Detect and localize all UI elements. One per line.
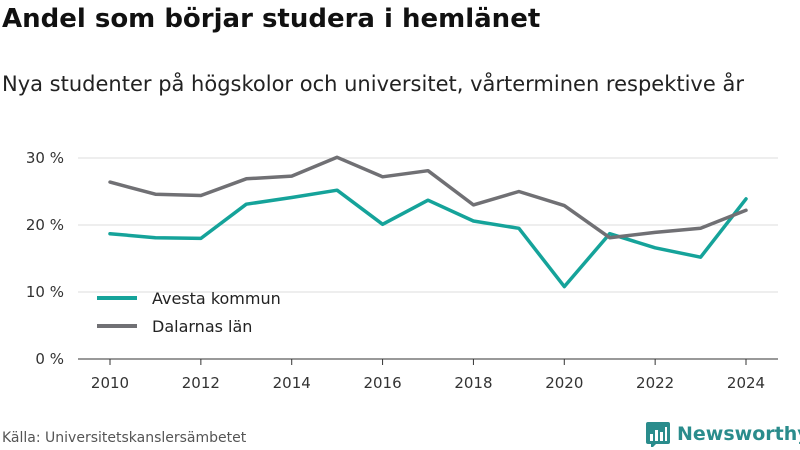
x-tick-label: 2018 bbox=[454, 374, 492, 392]
brand: Newsworthy bbox=[645, 421, 800, 447]
x-tick-label: 2016 bbox=[363, 374, 401, 392]
chart-title: Andel som börjar studera i hemlänet bbox=[2, 4, 541, 34]
series-line-dalarna bbox=[108, 155, 748, 240]
legend-label: Dalarnas län bbox=[152, 317, 252, 336]
legend-label: Avesta kommun bbox=[152, 289, 281, 308]
x-tick-label: 2024 bbox=[727, 374, 765, 392]
chart-subtitle: Nya studenter på högskolor och universit… bbox=[2, 72, 744, 96]
newsworthy-logo-icon bbox=[646, 422, 670, 447]
y-tick-label: 10 % bbox=[26, 283, 64, 301]
source-note: Källa: Universitetskanslersämbetet bbox=[2, 430, 247, 446]
x-tick-label: 2020 bbox=[545, 374, 583, 392]
y-tick-label: 20 % bbox=[26, 216, 64, 234]
x-tick-label: 2014 bbox=[273, 374, 311, 392]
x-tick-label: 2010 bbox=[91, 374, 129, 392]
y-tick-label: 0 % bbox=[35, 350, 64, 368]
series-line-avesta bbox=[108, 188, 748, 289]
brand-name: Newsworthy bbox=[677, 423, 800, 445]
x-tick-label: 2022 bbox=[636, 374, 674, 392]
x-tick-label: 2012 bbox=[182, 374, 220, 392]
y-tick-label: 30 % bbox=[26, 149, 64, 167]
